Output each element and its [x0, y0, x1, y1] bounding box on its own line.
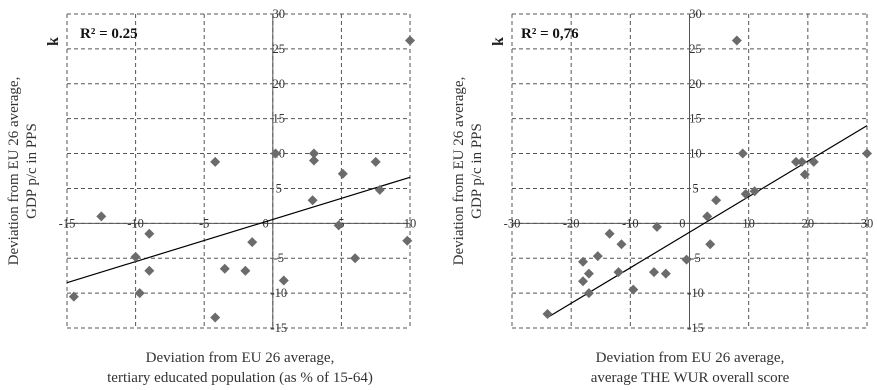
data-point: [799, 169, 810, 180]
data-point: [308, 148, 319, 159]
r-squared-label: R² = 0,76: [521, 26, 579, 42]
data-point: [583, 268, 594, 279]
data-point: [210, 312, 221, 323]
y-axis-title: Deviation from EU 26 average,: [451, 77, 467, 266]
data-point: [350, 253, 361, 264]
x-tick-label: 10: [404, 216, 417, 230]
y-tick-label: -10: [270, 286, 287, 300]
data-point: [862, 148, 872, 159]
data-point: [578, 256, 588, 267]
x-tick-label: 10: [742, 216, 755, 230]
r-squared-label: R² = 0.25: [80, 26, 138, 42]
trendline: [547, 125, 868, 319]
data-point: [402, 235, 413, 246]
x-tick-label: -20: [563, 216, 580, 230]
data-point: [808, 156, 819, 167]
y-tick-label: 10: [689, 147, 702, 161]
data-point: [796, 156, 807, 167]
data-point: [337, 168, 348, 179]
data-point: [791, 156, 801, 167]
data-point: [68, 291, 79, 302]
chart-panel-2: -30 -20 -10 10 20 30 0 -15 -10 -5 5 10 15 20 25 30 R² = …: [451, 7, 873, 386]
data-point: [144, 228, 155, 239]
y-tick-label: -10: [687, 286, 704, 300]
x-axis-title: tertiary educated population (as % of 15…: [107, 370, 373, 386]
corner-label: k: [45, 37, 62, 46]
data-point: [705, 239, 716, 250]
y-tick-label: 30: [689, 7, 702, 21]
data-point: [210, 156, 221, 167]
data-point: [247, 237, 258, 248]
data-point: [542, 309, 553, 320]
data-point: [740, 189, 751, 200]
data-point: [604, 228, 615, 239]
data-point: [737, 148, 748, 159]
data-point: [134, 288, 145, 299]
y-tick-label: 15: [689, 112, 702, 126]
data-point: [651, 221, 662, 232]
x-axis-title: average THE WUR overall score: [591, 370, 790, 386]
x-tick-label: 20: [802, 216, 815, 230]
data-point: [749, 186, 760, 197]
corner-label: k: [490, 37, 507, 46]
data-point: [333, 220, 344, 231]
x-tick-label: -10: [622, 216, 639, 230]
y-axis-title: Deviation from EU 26 average,: [6, 77, 22, 266]
data-point: [240, 265, 251, 276]
y-tick-label: 30: [273, 7, 286, 21]
data-point: [308, 155, 319, 166]
y-tick-label: 20: [273, 77, 286, 91]
x-tick-label: -15: [59, 216, 76, 230]
y-tick-label: -5: [690, 251, 700, 265]
x-axis-title: Deviation from EU 26 average,: [596, 350, 785, 366]
y-tick-label: 20: [689, 77, 702, 91]
x-tick-label: -5: [199, 216, 209, 230]
x-axis-title: Deviation from EU 26 average,: [146, 350, 335, 366]
data-point: [613, 267, 624, 278]
x-tick-label: -10: [127, 216, 144, 230]
data-point: [219, 263, 230, 274]
data-point: [270, 148, 281, 159]
y-tick-label: 25: [273, 42, 286, 56]
y-tick-label: -15: [687, 321, 704, 335]
data-point: [130, 251, 141, 262]
x-tick-label: 0: [679, 216, 685, 230]
data-point: [278, 275, 289, 286]
data-point: [649, 267, 659, 278]
x-tick-label: 0: [263, 216, 269, 230]
y-tick-label: 25: [689, 42, 702, 56]
data-point: [592, 251, 603, 262]
x-tick-label: 30: [861, 216, 874, 230]
data-point: [583, 288, 594, 299]
data-point: [616, 239, 627, 250]
data-point: [405, 35, 415, 46]
y-tick-label: 5: [276, 181, 282, 195]
data-point: [731, 35, 742, 46]
data-point: [702, 211, 713, 222]
data-point: [578, 276, 588, 287]
data-point: [660, 268, 671, 279]
data-point: [681, 254, 692, 265]
y-tick-label: 5: [692, 181, 698, 195]
y-tick-label: -15: [270, 321, 287, 335]
data-point: [628, 284, 639, 295]
data-point: [370, 156, 381, 167]
y-axis-title: GDP p/c in PPS: [24, 123, 40, 219]
data-point: [96, 211, 107, 222]
data-point: [307, 195, 318, 206]
data-point: [374, 184, 385, 195]
y-tick-label: 15: [273, 112, 286, 126]
x-tick-label: -30: [504, 216, 521, 230]
y-axis-title: GDP p/c in PPS: [469, 123, 485, 219]
y-tick-label: -5: [274, 251, 284, 265]
data-point: [144, 265, 155, 276]
trendline: [66, 176, 411, 284]
data-point: [711, 195, 722, 206]
